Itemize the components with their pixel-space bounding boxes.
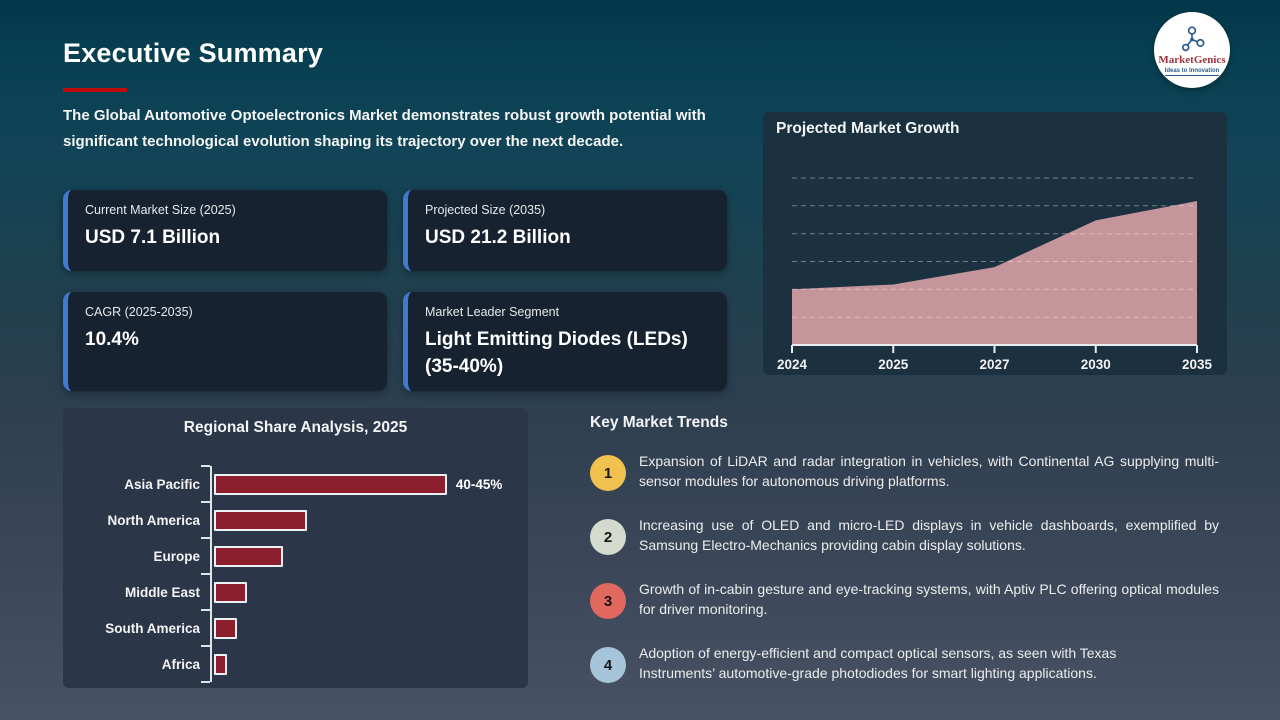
regional-category-label: Africa bbox=[161, 656, 200, 672]
stat-cards-grid: Current Market Size (2025) USD 7.1 Billi… bbox=[63, 190, 727, 391]
area-series bbox=[792, 201, 1197, 345]
regional-category-label: South America bbox=[105, 620, 200, 636]
logo-brand-text: MarketGenics bbox=[1158, 54, 1226, 66]
trend-text: Expansion of LiDAR and radar integration… bbox=[639, 453, 1219, 489]
molecule-icon bbox=[1181, 26, 1205, 52]
regional-bar bbox=[214, 581, 247, 603]
regional-category-label: Middle East bbox=[124, 584, 200, 600]
regional-bar-row: Middle East bbox=[75, 573, 516, 610]
trend-item: 4 Adoption of energy-efficient and compa… bbox=[590, 644, 1222, 692]
trend-text: Growth of in-cabin gesture and eye-track… bbox=[639, 581, 1219, 617]
regional-category-label: Asia Pacific bbox=[124, 476, 200, 492]
stat-label: Projected Size (2035) bbox=[425, 203, 546, 217]
stat-card-current-size: Current Market Size (2025) USD 7.1 Billi… bbox=[63, 190, 387, 271]
trend-number-badge: 3 bbox=[590, 583, 626, 619]
regional-bar-row: North America bbox=[75, 501, 516, 538]
regional-bar-value-label: 40-45% bbox=[455, 476, 503, 492]
regional-bar-row: Asia Pacific 40-45% bbox=[75, 465, 516, 502]
growth-chart-title: Projected Market Growth bbox=[776, 120, 960, 137]
growth-chart-panel: Projected Market Growth 2024 2025 2027 2030… bbox=[763, 112, 1227, 375]
logo-tagline: Ideas to Innovation bbox=[1164, 68, 1220, 76]
stat-card-cagr: CAGR (2025-2035) 10.4% bbox=[63, 292, 387, 391]
stat-value: Light Emitting Diodes (LEDs) (35-40%) bbox=[425, 329, 688, 377]
regional-category-label: North America bbox=[107, 512, 200, 528]
regional-bar bbox=[214, 509, 308, 531]
trend-number-badge: 1 bbox=[590, 455, 626, 491]
trends-title: Key Market Trends bbox=[590, 414, 728, 431]
stat-card-leader-segment: Market Leader Segment Light Emitting Dio… bbox=[403, 292, 727, 391]
trend-number-badge: 4 bbox=[590, 647, 626, 683]
trend-text: Adoption of energy-efficient and compact… bbox=[639, 645, 1117, 681]
x-tick-label: 2035 bbox=[1182, 357, 1213, 372]
regional-bar bbox=[214, 617, 237, 639]
regional-bar-row: Europe bbox=[75, 537, 516, 574]
page-title: Executive Summary bbox=[63, 38, 324, 68]
marketgenics-logo: MarketGenics Ideas to Innovation bbox=[1154, 12, 1230, 88]
regional-bar bbox=[214, 473, 447, 495]
key-market-trends: Key Market Trends 1 Expansion of LiDAR a… bbox=[590, 414, 1222, 708]
x-tick-label: 2030 bbox=[1081, 357, 1111, 372]
regional-bar bbox=[214, 545, 283, 567]
title-underline bbox=[63, 88, 127, 92]
trend-text: Increasing use of OLED and micro-LED dis… bbox=[639, 517, 1219, 553]
regional-bar-row: Africa bbox=[75, 645, 516, 683]
trend-item: 3 Growth of in-cabin gesture and eye-tra… bbox=[590, 580, 1222, 628]
trend-item: 2 Increasing use of OLED and micro-LED d… bbox=[590, 516, 1222, 564]
x-tick-label: 2027 bbox=[979, 357, 1009, 372]
stat-value: USD 21.2 Billion bbox=[425, 227, 571, 248]
stat-label: Current Market Size (2025) bbox=[85, 203, 236, 217]
intro-paragraph: The Global Automotive Optoelectronics Ma… bbox=[63, 107, 706, 150]
regional-chart-title: Regional Share Analysis, 2025 bbox=[183, 419, 408, 436]
regional-bar bbox=[214, 653, 228, 675]
stat-value: USD 7.1 Billion bbox=[85, 227, 221, 248]
regional-bar-row: South America bbox=[75, 609, 516, 646]
x-tick-label: 2025 bbox=[878, 357, 909, 372]
stat-label: Market Leader Segment bbox=[425, 305, 560, 319]
growth-area-chart: 2024 2025 2027 2030 2035 bbox=[777, 177, 1213, 372]
trend-item: 1 Expansion of LiDAR and radar integrati… bbox=[590, 452, 1222, 500]
regional-bar-chart: Asia Pacific 40-45% North America Europe… bbox=[75, 465, 516, 683]
stat-card-projected-size: Projected Size (2035) USD 21.2 Billion bbox=[403, 190, 727, 271]
stat-label: CAGR (2025-2035) bbox=[85, 305, 193, 319]
x-tick-label: 2024 bbox=[777, 357, 808, 372]
regional-category-label: Europe bbox=[153, 548, 200, 564]
stat-value: 10.4% bbox=[85, 329, 139, 350]
trend-number-badge: 2 bbox=[590, 519, 626, 555]
regional-chart-panel: Regional Share Analysis, 2025 Asia Pacif… bbox=[63, 408, 528, 688]
